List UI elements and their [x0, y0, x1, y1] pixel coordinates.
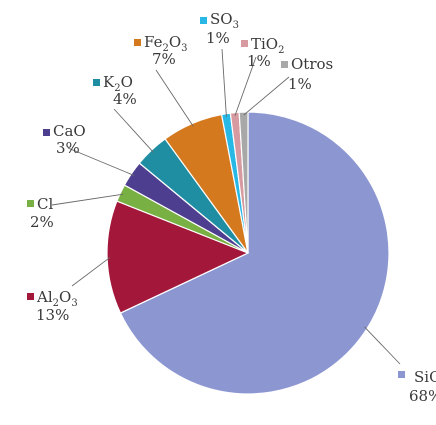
leader-line-so3 [221, 48, 227, 117]
pie-slice-sio2 [119, 111, 390, 395]
leader-line-cl [51, 193, 124, 206]
legend-marker-so3 [200, 17, 207, 24]
legend-marker-cao [43, 129, 50, 136]
data-label-percent-otros: 1% [288, 75, 312, 93]
legend-marker-k2o [93, 79, 100, 86]
data-label-percent-cl: 2% [30, 213, 54, 231]
data-label-name-k2o: K2O [103, 73, 133, 94]
leader-line-al2o3 [71, 256, 111, 287]
data-label-name-otros: Otros [291, 55, 333, 73]
data-label-percent-fe2o3: 7% [152, 50, 176, 68]
leader-lines-layer [51, 48, 401, 365]
data-label-percent-k2o: 4% [113, 90, 137, 108]
labels-layer: SiO268%Al2O313%Cl2%CaO3%K2O4%Fe2O37%SO31… [27, 10, 436, 405]
legend-marker-tio2 [241, 40, 248, 47]
data-label-name-cao: CaO [53, 122, 86, 140]
legend-marker-sio2 [398, 371, 405, 378]
data-label-name-al2o3: Al2O3 [36, 288, 78, 309]
slices-layer [106, 111, 390, 395]
data-label-percent-al2o3: 13% [36, 306, 69, 324]
legend-marker-otros [281, 61, 288, 68]
data-label-percent-cao: 3% [56, 139, 80, 157]
leader-line-tio2 [234, 56, 257, 116]
leader-line-fe2o3 [155, 69, 194, 127]
data-label-percent-so3: 1% [206, 29, 230, 47]
data-label-percent-sio2: 68% [409, 387, 436, 405]
data-label-name-tio2: TiO2 [251, 35, 284, 56]
data-label-name-sio2: SiO2 [414, 368, 436, 389]
data-label-percent-tio2: 1% [247, 52, 271, 70]
data-label-name-fe2o3: Fe2O3 [144, 33, 188, 54]
data-label-name-so3: SO3 [210, 10, 239, 31]
data-label-name-cl: Cl [37, 195, 53, 213]
legend-marker-al2o3 [27, 293, 34, 300]
legend-marker-fe2o3 [134, 39, 141, 46]
leader-line-k2o [113, 108, 154, 153]
legend-marker-cl [27, 200, 34, 207]
leader-line-sio2 [364, 326, 401, 365]
pie-slice-al2o3 [106, 200, 250, 314]
leader-line-otros [243, 76, 290, 116]
leader-line-cao [67, 147, 135, 176]
